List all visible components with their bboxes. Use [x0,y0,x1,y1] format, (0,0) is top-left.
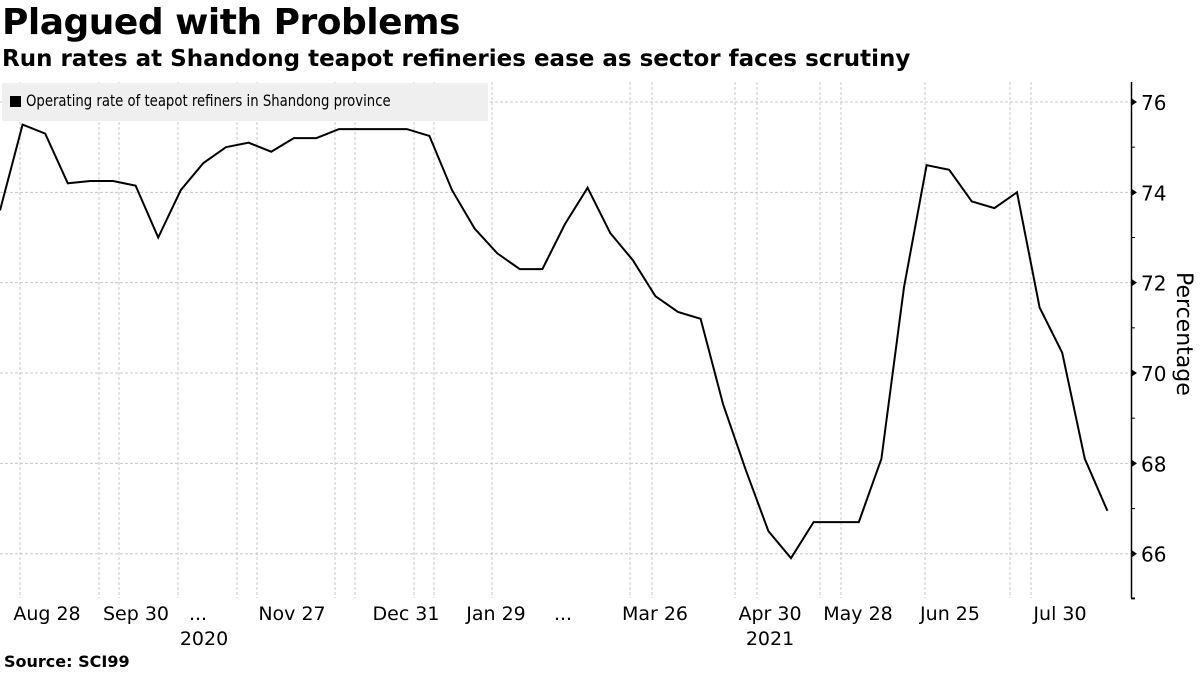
x-tick-label: Aug 28 [13,603,80,625]
y-tick [1131,549,1137,558]
x-tick-label: ... [554,603,572,625]
x-tick-label: Jun 25 [919,603,980,625]
x-tick-label: Jul 30 [1032,603,1086,625]
y-tick-label: 66 [1141,543,1166,567]
series-layer [0,123,1109,560]
legend-label: Operating rate of teapot refiners in Sha… [26,91,391,110]
y-tick [1131,188,1137,197]
source-note: Source: SCI99 [4,652,130,671]
x-tick-label: ... [189,603,207,625]
y-tick [1131,369,1137,378]
x-tick-label: May 28 [823,603,893,625]
y-tick-label: 68 [1141,452,1166,476]
y-tick [1131,278,1137,287]
y-tick-label: 76 [1141,91,1166,115]
gridlines [0,82,1131,598]
y-tick-label: 72 [1141,272,1166,296]
y-axis: 66 68 70 72 74 76 Percentage [1130,82,1196,600]
y-tick-label: 74 [1141,181,1166,205]
x-axis-labels: Aug 28 Sep 30 ... 2020 Nov 27 Dec 31 Jan 29...… [13,603,1086,650]
x-year-label: 2020 [180,628,228,650]
chart-subtitle: Run rates at Shandong teapot refineries … [2,46,911,72]
y-tick-label: 70 [1141,362,1166,386]
y-tick [1131,459,1137,468]
legend [2,83,488,121]
x-tick-label: Mar 26 [622,603,688,625]
y-axis-title: Percentage [1171,272,1196,396]
legend-swatch [10,96,21,107]
x-year-label: 2021 [746,628,794,650]
x-tick-label: Dec 31 [373,603,440,625]
chart-title: Plagued with Problems [2,2,460,43]
x-tick-label: Apr 30 [738,603,801,625]
y-tick [1131,98,1137,106]
x-tick-label: Nov 27 [258,603,325,625]
x-tick-label: Jan 29 [465,603,526,625]
x-tick-label: Sep 30 [103,603,169,625]
series-line-operating-rate [0,123,1109,560]
